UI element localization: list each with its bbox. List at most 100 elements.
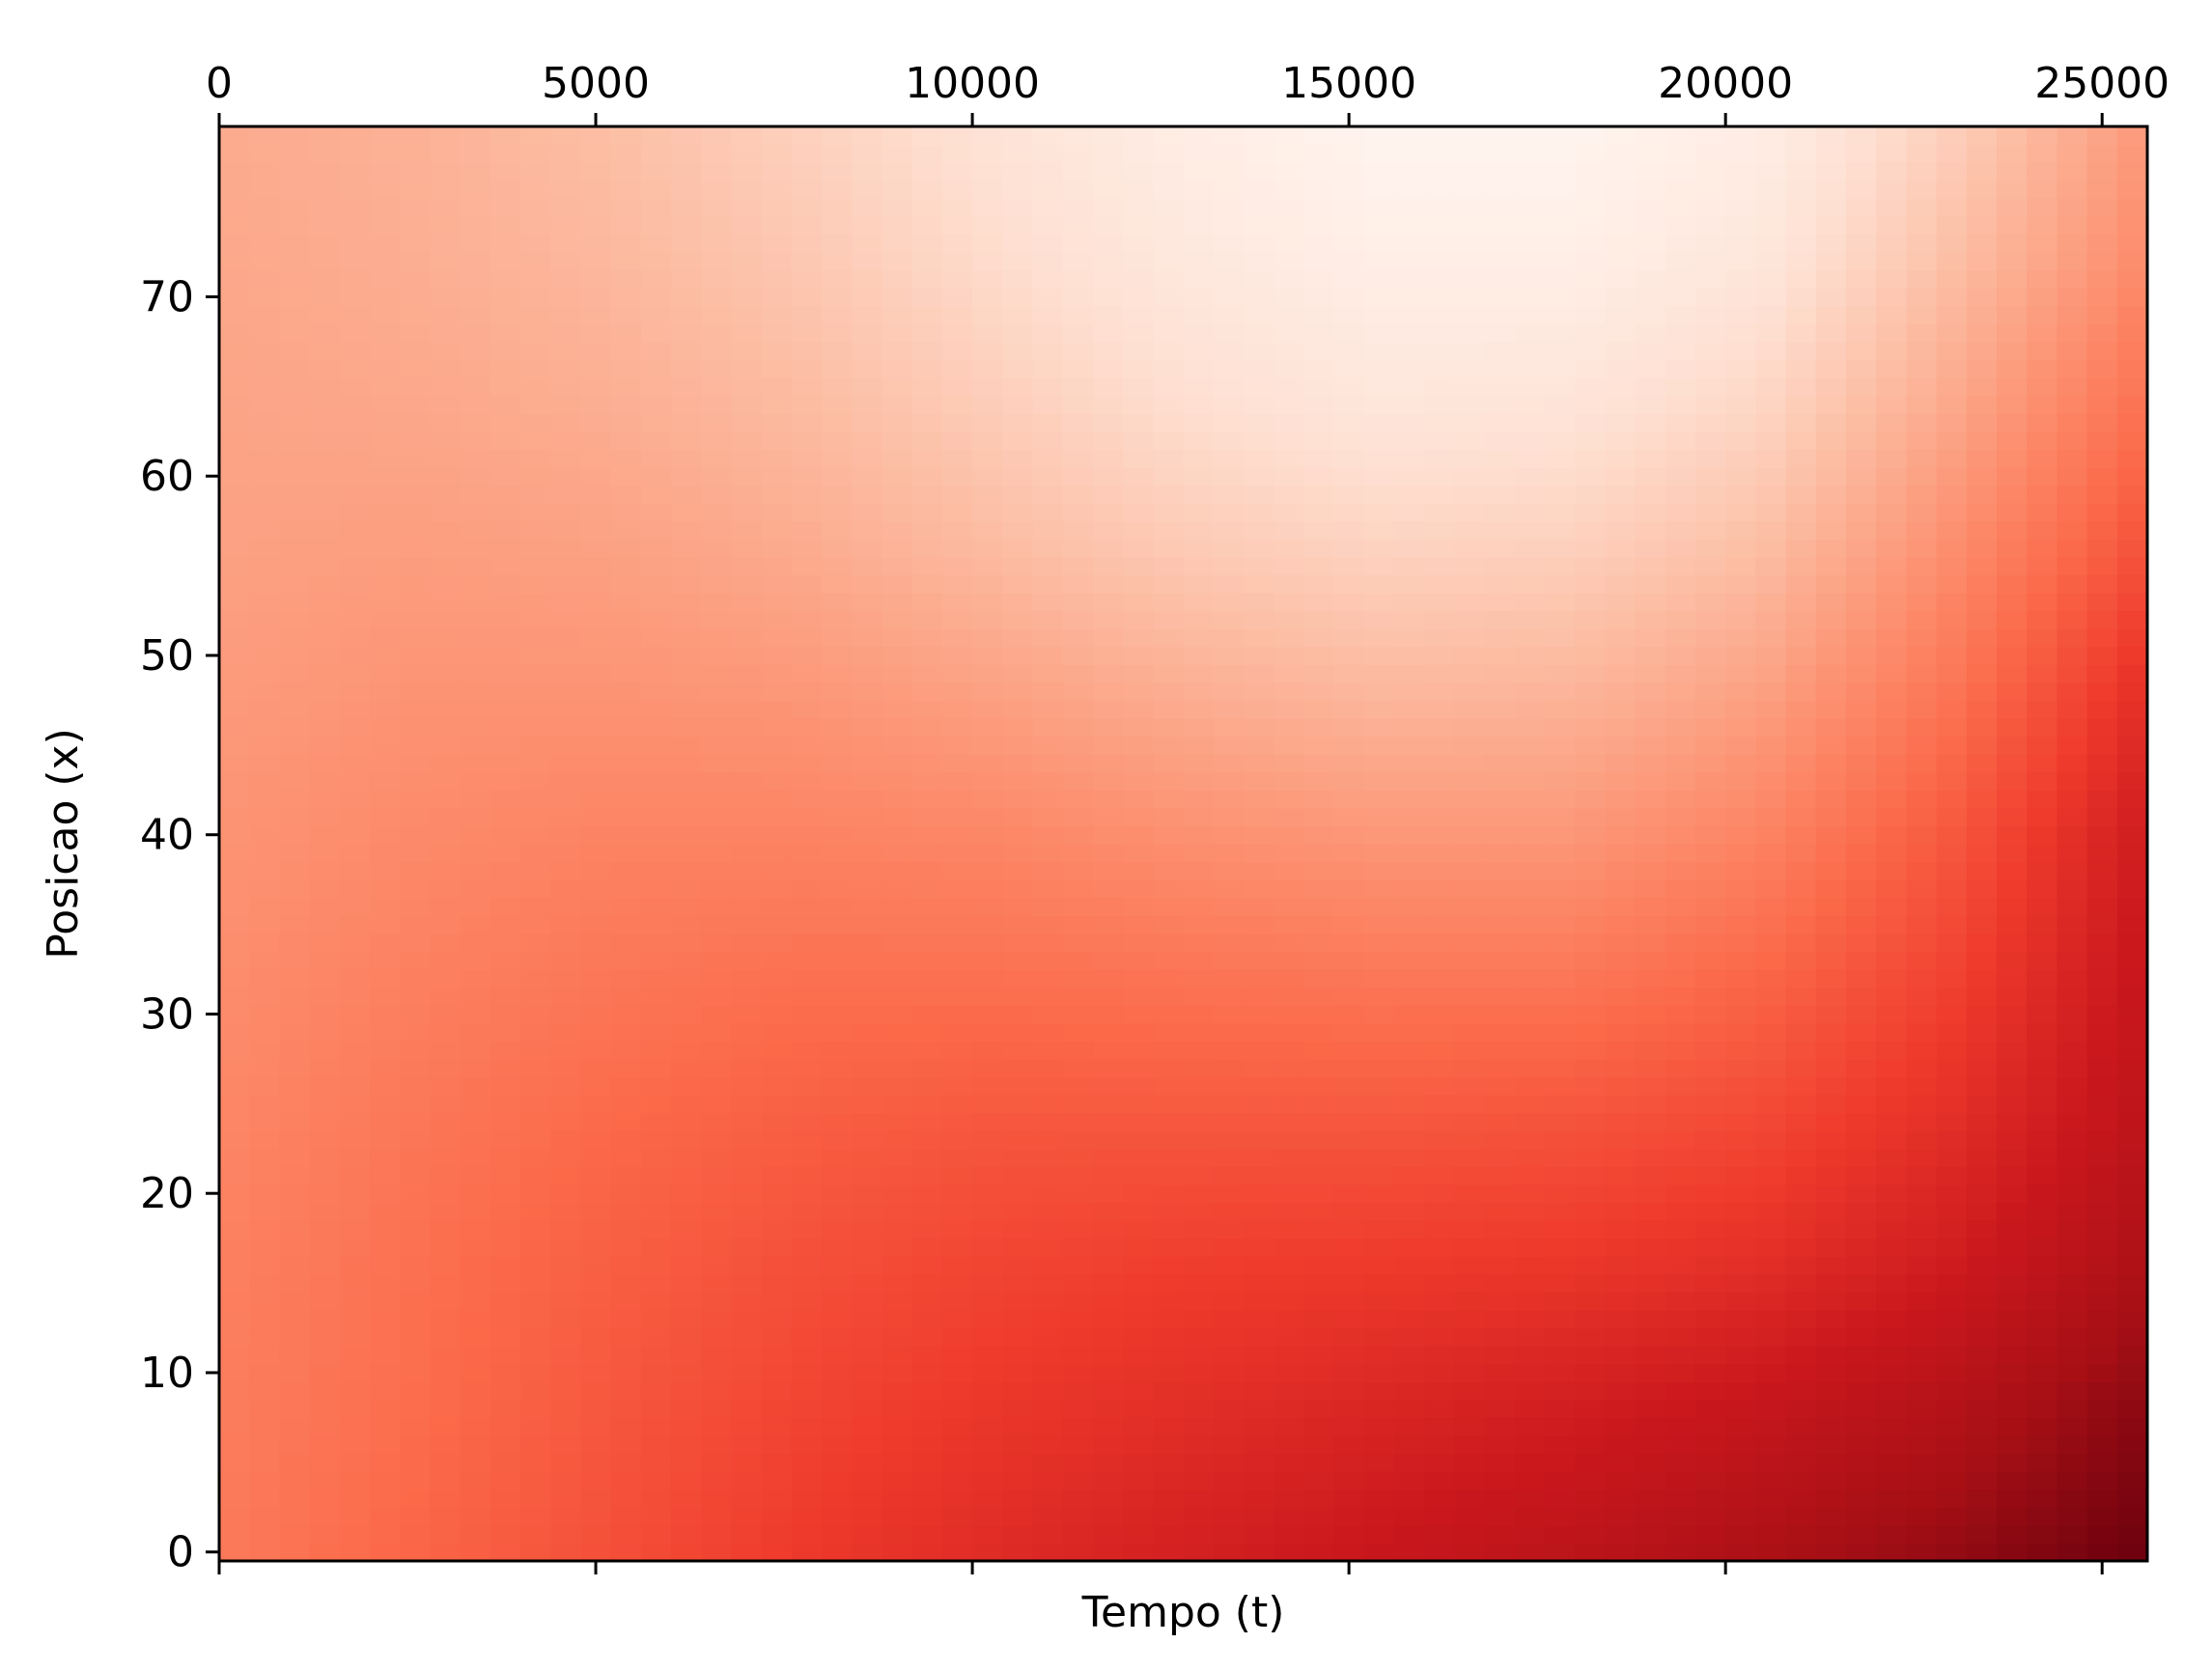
heatmap-cell [911, 1524, 943, 1545]
heatmap-cell [460, 1489, 491, 1508]
heatmap-cell [822, 556, 853, 575]
heatmap-cell [1243, 861, 1274, 880]
heatmap-cell [1454, 1202, 1486, 1221]
heatmap-cell [370, 646, 401, 665]
heatmap-cell [1153, 288, 1185, 307]
heatmap-cell [400, 574, 432, 594]
heatmap-cell [882, 969, 913, 989]
heatmap-cell [1213, 234, 1245, 253]
heatmap-cell [972, 1076, 1003, 1096]
heatmap-cell [490, 1184, 521, 1204]
heatmap-cell [1936, 1543, 1968, 1562]
heatmap-cell [1544, 359, 1576, 378]
heatmap-cell [2027, 1453, 2058, 1472]
heatmap-cell [1876, 1202, 1907, 1221]
heatmap-cell [701, 466, 733, 487]
heatmap-cell [1303, 1041, 1335, 1060]
heatmap-cell [1062, 1022, 1094, 1042]
heatmap-cell [1936, 771, 1968, 791]
heatmap-cell [279, 1148, 311, 1167]
heatmap-cell [1333, 556, 1365, 575]
heatmap-cell [490, 807, 521, 827]
heatmap-cell [1514, 1327, 1546, 1347]
heatmap-cell [2116, 234, 2148, 253]
heatmap-cell [1002, 754, 1034, 773]
heatmap-cell [882, 377, 913, 397]
heatmap-cell [400, 269, 432, 289]
heatmap-cell [1243, 933, 1274, 953]
heatmap-cell [1725, 1184, 1756, 1204]
heatmap-cell [550, 1434, 582, 1455]
heatmap-cell [852, 288, 883, 307]
heatmap-cell [701, 897, 733, 916]
heatmap-cell [2086, 269, 2118, 289]
heatmap-cell [339, 377, 371, 397]
heatmap-cell [1363, 215, 1395, 236]
heatmap-cell [1274, 664, 1304, 683]
heatmap-cell [1906, 1202, 1938, 1221]
heatmap-cell [339, 1095, 371, 1114]
heatmap-cell [1092, 754, 1124, 773]
heatmap-cell [1544, 861, 1576, 880]
heatmap-cell [2086, 1346, 2118, 1365]
heatmap-cell [1725, 879, 1756, 899]
heatmap-cell [972, 610, 1003, 629]
heatmap-cell [520, 1327, 551, 1347]
heatmap-cell [1002, 1417, 1034, 1436]
heatmap-cell [1032, 933, 1064, 953]
heatmap-cell [1424, 323, 1455, 343]
heatmap-cell [339, 574, 371, 594]
heatmap-cell [1605, 951, 1637, 970]
heatmap-cell [309, 1112, 341, 1131]
heatmap-cell [1996, 162, 2028, 181]
heatmap-cell [1153, 879, 1185, 899]
heatmap-cell [430, 736, 462, 755]
heatmap-cell [520, 539, 551, 558]
heatmap-cell [791, 717, 823, 738]
heatmap-cell [1876, 1543, 1907, 1562]
heatmap-cell [2027, 1022, 2058, 1042]
heatmap-cell [1243, 1220, 1274, 1239]
heatmap-cell [219, 610, 250, 629]
heatmap-cell [1092, 790, 1124, 809]
heatmap-cell [972, 879, 1003, 899]
heatmap-cell [219, 879, 250, 899]
heatmap-cell [1243, 664, 1274, 683]
heatmap-cell [219, 717, 250, 738]
heatmap-cell [1725, 1076, 1756, 1096]
heatmap-cell [430, 700, 462, 719]
heatmap-cell [761, 664, 793, 683]
heatmap-cell [701, 395, 733, 414]
heatmap-cell [460, 790, 491, 809]
heatmap-cell [1635, 215, 1666, 236]
heatmap-cell [309, 897, 341, 916]
heatmap-cell [460, 646, 491, 665]
heatmap-cell [2086, 933, 2118, 953]
heatmap-cell [490, 646, 521, 665]
heatmap-cell [580, 1381, 612, 1401]
heatmap-cell [1665, 198, 1696, 217]
heatmap-cell [279, 1220, 311, 1239]
heatmap-cell [580, 1184, 612, 1204]
heatmap-cell [1484, 520, 1516, 540]
heatmap-cell [309, 664, 341, 683]
heatmap-cell [580, 449, 612, 468]
heatmap-cell [339, 844, 371, 863]
heatmap-cell [731, 1471, 763, 1490]
heatmap-cell [490, 234, 521, 253]
heatmap-cell [761, 1292, 793, 1311]
heatmap-cell [610, 1417, 642, 1436]
heatmap-cell [339, 1005, 371, 1024]
heatmap-cell [1755, 1471, 1787, 1490]
heatmap-cell [1484, 466, 1516, 487]
heatmap-cell [822, 359, 853, 378]
heatmap-cell [1876, 1112, 1907, 1131]
heatmap-cell [610, 592, 642, 612]
heatmap-cell [1725, 592, 1756, 612]
heatmap-cell [731, 844, 763, 863]
heatmap-cell [460, 466, 491, 487]
heatmap-cell [1906, 1220, 1938, 1239]
heatmap-cell [2116, 1399, 2148, 1419]
heatmap-cell [731, 1363, 763, 1382]
heatmap-cell [822, 1507, 853, 1526]
